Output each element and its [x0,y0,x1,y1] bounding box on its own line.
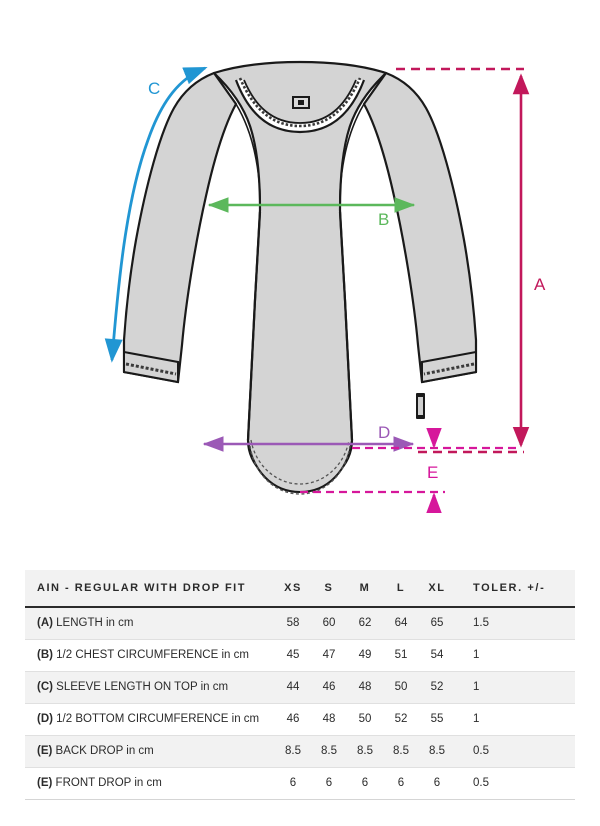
cell-value: 52 [383,703,419,736]
measure-d-annotation: D [202,423,415,452]
cell-value: 51 [383,639,419,672]
right-cuff [421,350,477,384]
column-header-tolerance: TOLER. +/- [455,570,575,608]
row-label-length: (A) LENGTH in cm [25,607,275,640]
row-text: FRONT DROP in cm [52,777,162,789]
row-tag: (A) [37,617,53,630]
cell-value: 8.5 [311,735,347,768]
neck-ribbing-stitch [238,77,362,128]
cell-tolerance: 1 [455,703,575,736]
measure-b-annotation: B [207,197,416,229]
row-text: LENGTH in cm [52,617,134,630]
hem-stitch-outer [249,445,351,495]
measure-c-annotation: C [104,66,208,363]
cell-value: 44 [275,671,311,704]
row-tag: (C) [37,681,53,693]
measure-d-label: D [378,423,390,442]
cell-value: 50 [383,671,419,704]
cell-value: 45 [275,639,311,672]
table-title: AIN - REGULAR WITH DROP FIT [25,570,275,608]
cell-tolerance: 1 [455,639,575,672]
row-label-sleeve: (C) SLEEVE LENGTH ON TOP in cm [25,671,275,704]
body-left-edge [246,211,262,441]
cell-tolerance: 1 [455,671,575,704]
cell-value: 46 [311,671,347,704]
hem-stitch-inner [250,439,350,485]
cell-tolerance: 1.5 [455,607,575,640]
row-label-front-drop: (E) FRONT DROP in cm [25,767,275,800]
cell-value: 65 [419,607,455,640]
cell-value: 6 [275,767,311,800]
measure-a-annotation: A [396,67,546,454]
table-row: (E) FRONT DROP in cm 6 6 6 6 6 0.5 [25,767,575,800]
neck-label-tag [292,96,310,109]
measure-e-label: E [427,463,438,482]
row-tag: (B) [37,649,53,661]
table-row: (A) LENGTH in cm 58 60 62 64 65 1.5 [25,607,575,640]
cell-value: 62 [347,607,383,640]
cell-value: 52 [419,671,455,704]
row-label-bottom: (D) 1/2 BOTTOM CIRCUMFERENCE in cm [25,703,275,736]
left-sleeve [122,71,238,384]
cell-value: 64 [383,607,419,640]
cell-value: 50 [347,703,383,736]
size-chart-table-container: AIN - REGULAR WITH DROP FIT XS S M L XL … [25,570,575,800]
right-sleeve [362,71,478,384]
table-row: (E) BACK DROP in cm 8.5 8.5 8.5 8.5 8.5 … [25,735,575,768]
cell-value: 8.5 [347,735,383,768]
row-text: 1/2 CHEST CIRCUMFERENCE in cm [52,649,249,661]
cell-tolerance: 0.5 [455,767,575,800]
header-row: AIN - REGULAR WITH DROP FIT XS S M L XL … [25,570,575,608]
cell-value: 55 [419,703,455,736]
column-header-s: S [311,570,347,608]
size-chart-table: AIN - REGULAR WITH DROP FIT XS S M L XL … [25,570,575,800]
measure-c-arrow [104,66,208,363]
cell-value: 8.5 [383,735,419,768]
row-text: BACK DROP in cm [52,745,154,757]
cell-value: 58 [275,607,311,640]
measure-a-label: A [534,275,546,294]
cell-value: 54 [419,639,455,672]
cell-value: 49 [347,639,383,672]
column-header-m: M [347,570,383,608]
measure-b-label: B [378,210,389,229]
size-chart-body: (A) LENGTH in cm 58 60 62 64 65 1.5 (B) … [25,607,575,800]
column-header-xs: XS [275,570,311,608]
cell-value: 6 [347,767,383,800]
table-row: (C) SLEEVE LENGTH ON TOP in cm 44 46 48 … [25,671,575,704]
cell-value: 47 [311,639,347,672]
row-tag: (E) [37,777,53,789]
cell-value: 48 [311,703,347,736]
row-tag: (D) [37,713,53,725]
row-label-back-drop: (E) BACK DROP in cm [25,735,275,768]
cell-tolerance: 0.5 [455,735,575,768]
cell-value: 8.5 [419,735,455,768]
measure-c-label: C [148,79,160,98]
column-header-l: L [383,570,419,608]
cell-value: 6 [311,767,347,800]
cell-value: 6 [383,767,419,800]
cell-value: 60 [311,607,347,640]
size-chart-header: AIN - REGULAR WITH DROP FIT XS S M L XL … [25,570,575,608]
garment-shape [122,60,478,495]
garment-illustration: A B C D E [104,60,546,514]
body-right-edge [338,211,354,441]
cell-value: 48 [347,671,383,704]
side-hem-tag [416,393,425,419]
table-row: (D) 1/2 BOTTOM CIRCUMFERENCE in cm 46 48… [25,703,575,736]
cell-value: 6 [419,767,455,800]
row-text: SLEEVE LENGTH ON TOP in cm [52,681,229,693]
cell-value: 8.5 [275,735,311,768]
row-tag: (E) [37,745,53,757]
column-header-xl: XL [419,570,455,608]
measure-e-annotation: E [300,427,520,514]
cell-value: 46 [275,703,311,736]
row-label-chest: (B) 1/2 CHEST CIRCUMFERENCE in cm [25,639,275,672]
row-text: 1/2 BOTTOM CIRCUMFERENCE in cm [52,713,260,725]
table-row: (B) 1/2 CHEST CIRCUMFERENCE in cm 45 47 … [25,639,575,672]
